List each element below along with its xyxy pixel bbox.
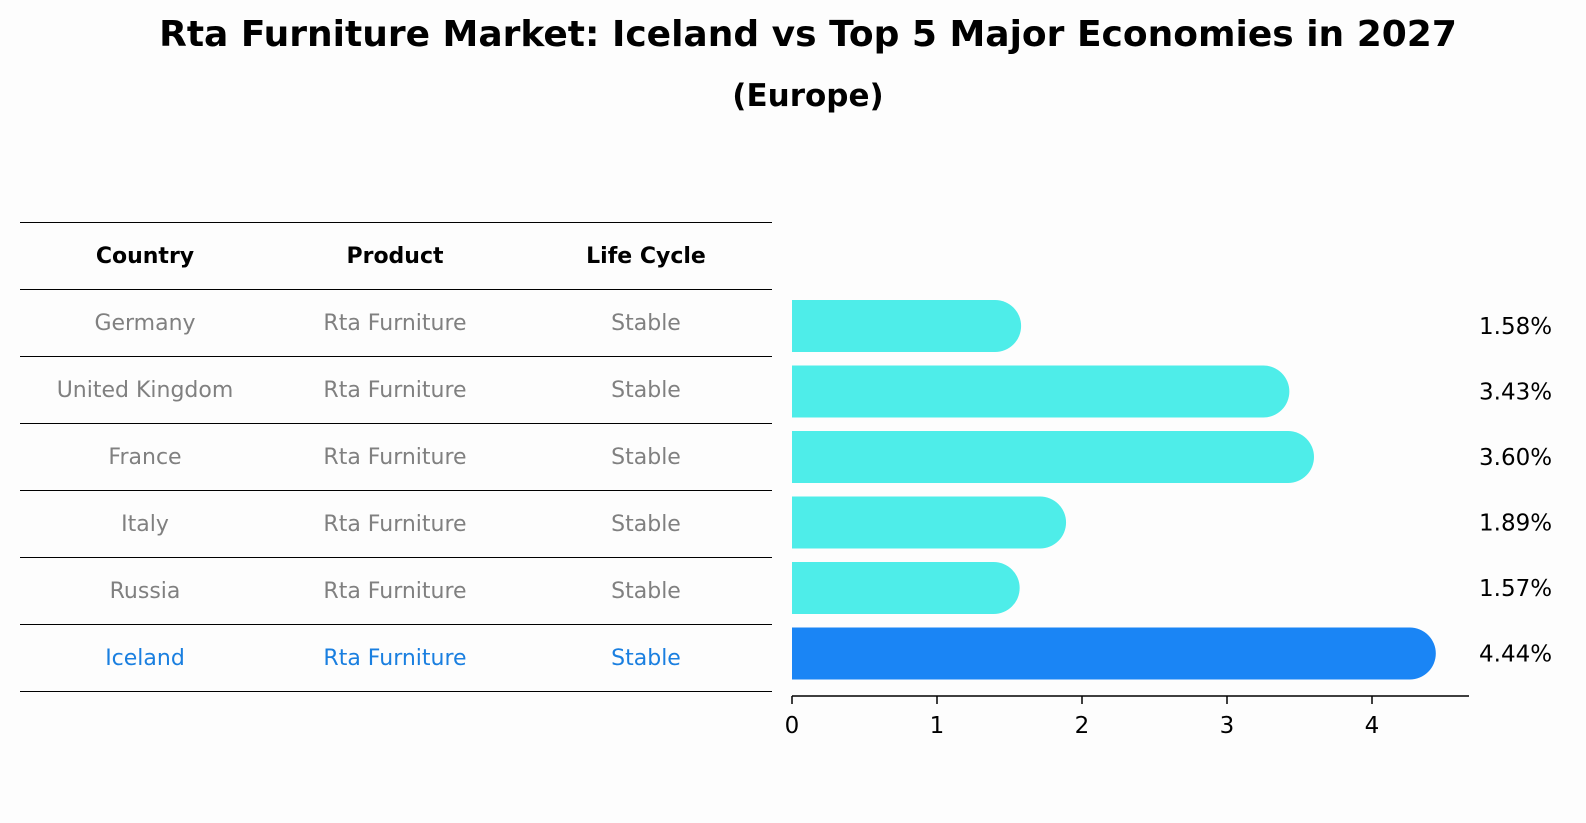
country-cell: Germany	[94, 310, 196, 336]
x-tick-label: 1	[930, 713, 945, 739]
table-row-highlight: Iceland Rta Furniture Stable	[20, 625, 772, 692]
product-cell: Rta Furniture	[323, 377, 467, 403]
product-cell: Rta Furniture	[323, 511, 467, 537]
chart-subtitle: (Europe)	[732, 78, 884, 114]
country-cell: France	[108, 444, 182, 470]
chart-title: Rta Furniture Market: Iceland vs Top 5 M…	[159, 14, 1457, 55]
life-cycle-cell: Stable	[611, 578, 681, 604]
country-cell: Iceland	[105, 645, 185, 671]
header-country: Country	[95, 243, 195, 269]
value-label: 4.44%	[1479, 642, 1552, 668]
header-product: Product	[346, 243, 444, 269]
x-tick-label: 0	[785, 713, 800, 739]
product-cell: Rta Furniture	[323, 578, 467, 604]
life-cycle-cell: Stable	[611, 511, 681, 537]
life-cycle-cell: Stable	[611, 444, 681, 470]
bar-germany	[792, 300, 1022, 352]
life-cycle-cell: Stable	[611, 645, 681, 671]
table-header-row: Country Product Life Cycle	[20, 222, 772, 290]
x-tick-label: 3	[1220, 713, 1235, 739]
value-label: 3.60%	[1479, 445, 1552, 471]
value-label: 1.89%	[1479, 511, 1552, 537]
bar-united-kingdom	[792, 365, 1290, 418]
table-row: United Kingdom Rta Furniture Stable	[20, 357, 772, 424]
value-label: 1.57%	[1479, 576, 1552, 602]
product-cell: Rta Furniture	[323, 444, 467, 470]
value-label: 1.58%	[1479, 314, 1552, 340]
table-row: Germany Rta Furniture Stable	[20, 290, 772, 357]
country-cell: United Kingdom	[56, 377, 234, 403]
x-tick-label: 2	[1075, 713, 1090, 739]
x-tick-label: 4	[1365, 713, 1380, 739]
bar-france	[792, 431, 1314, 483]
life-cycle-cell: Stable	[611, 377, 681, 403]
table-row: Russia Rta Furniture Stable	[20, 558, 772, 625]
value-label: 3.43%	[1479, 380, 1552, 406]
product-cell: Rta Furniture	[323, 645, 467, 671]
life-cycle-cell: Stable	[611, 310, 681, 336]
bar-russia	[792, 562, 1020, 614]
country-cell: Russia	[109, 578, 181, 604]
header-life-cycle: Life Cycle	[586, 243, 706, 269]
product-cell: Rta Furniture	[323, 310, 467, 336]
bar-italy	[792, 496, 1067, 549]
country-table: Country Product Life Cycle Germany Rta F…	[20, 222, 772, 692]
country-cell: Italy	[121, 511, 169, 537]
table-row: France Rta Furniture Stable	[20, 424, 772, 491]
table-row: Italy Rta Furniture Stable	[20, 491, 772, 558]
bar-iceland	[792, 627, 1436, 680]
